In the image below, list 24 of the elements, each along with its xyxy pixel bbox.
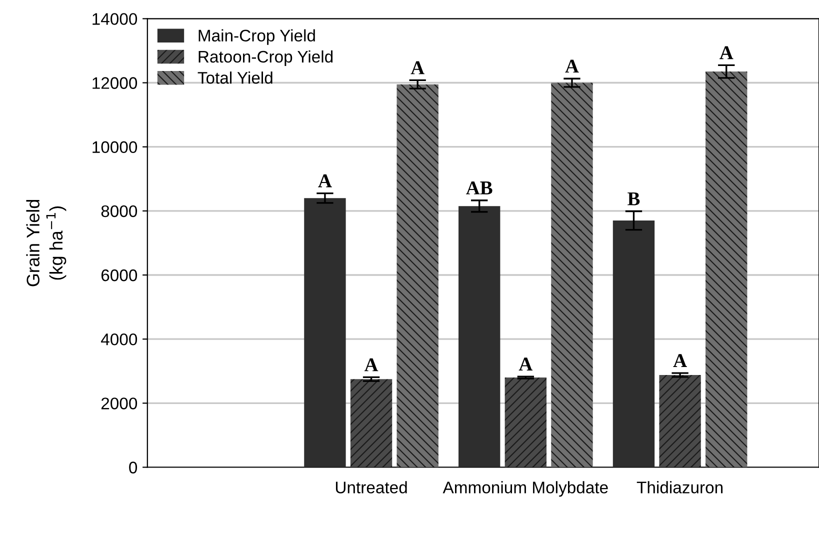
y-axis-title: Grain Yield (kg ha$^{−1}$) <box>26 200 66 286</box>
data-label: A <box>318 174 332 188</box>
data-label: A <box>364 358 378 372</box>
data-label: A <box>565 60 579 73</box>
data-label: B <box>628 192 640 206</box>
x-tick-label: Ammonium Molybdate <box>442 481 608 497</box>
data-label: AB <box>466 181 492 194</box>
legend-label: Total Yield <box>198 72 272 84</box>
x-tick-label: Thidiazuron <box>636 481 723 494</box>
y-tick-label: 6000 <box>101 269 138 282</box>
y-tick-label: 14000 <box>92 13 138 25</box>
data-label: A <box>518 358 533 371</box>
data-label: A <box>410 61 424 74</box>
data-label: A <box>720 46 734 60</box>
y-tick-label: 12000 <box>92 77 138 89</box>
legend-label: Main-Crop Yield <box>198 29 315 45</box>
data-label: A <box>673 354 687 367</box>
y-tick-label: 8000 <box>101 205 138 218</box>
y-tick-label: 0 <box>129 462 138 474</box>
y-tick-label: 4000 <box>101 333 138 346</box>
x-tick-label: Untreated <box>336 481 407 494</box>
y-tick-label: 10000 <box>92 141 138 154</box>
legend-label: Ratoon-Crop Yield <box>198 50 333 66</box>
y-tick-label: 2000 <box>101 398 138 410</box>
